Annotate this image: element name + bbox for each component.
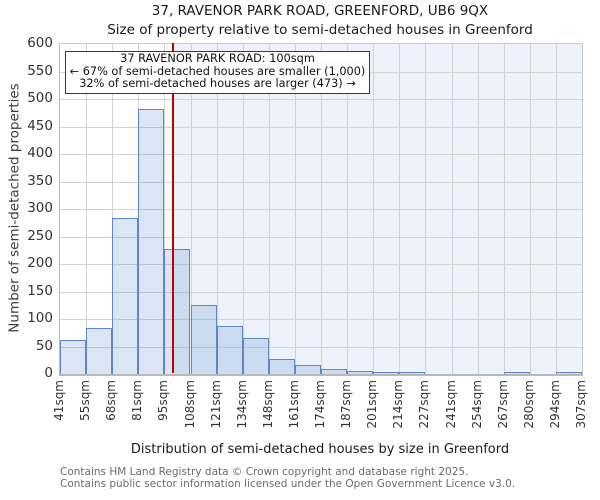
x-tick-label: 227sqm [417, 380, 432, 429]
v-gridline [503, 44, 505, 374]
y-tick-label: 300 [27, 200, 53, 216]
bar [86, 328, 113, 374]
x-tick-label: 187sqm [339, 380, 354, 429]
y-tick-label: 50 [35, 337, 53, 354]
bar [216, 325, 243, 374]
v-gridline [216, 44, 218, 374]
x-tick-label: 254sqm [469, 380, 484, 429]
x-tick-label: 201sqm [365, 380, 380, 429]
x-tick-label: 81sqm [130, 380, 145, 421]
y-tick-label: 150 [27, 282, 53, 299]
x-tick-label: 161sqm [286, 380, 301, 429]
y-tick-label: 350 [27, 172, 53, 189]
annotation-line-2: ← 67% of semi-detached houses are smalle… [69, 64, 366, 78]
v-gridline [294, 44, 296, 374]
bars-layer [60, 44, 582, 374]
v-gridline [425, 44, 427, 374]
y-tick-label: 400 [27, 145, 53, 161]
y-tick-label: 0 [44, 365, 53, 381]
v-gridline [477, 44, 479, 374]
bar [60, 340, 87, 374]
x-tick-label: 108sqm [182, 380, 197, 429]
v-gridline [268, 44, 270, 374]
bar [503, 372, 530, 374]
x-tick-label: 294sqm [547, 380, 562, 429]
y-tick-label: 600 [27, 35, 53, 51]
plot-area [59, 43, 583, 376]
x-tick-label: 41sqm [52, 380, 66, 421]
x-tick-label: 174sqm [313, 380, 327, 429]
x-tick-label: 267sqm [495, 380, 510, 429]
page-title: 37, RAVENOR PARK ROAD, GREENFORD, UB6 9Q… [151, 3, 489, 19]
v-gridline [529, 44, 531, 374]
page-subtitle: Size of property relative to semi-detach… [107, 22, 533, 38]
v-gridline [399, 44, 401, 374]
v-gridline [242, 44, 244, 374]
v-gridline [112, 44, 114, 374]
y-tick-label: 250 [27, 227, 53, 244]
v-gridline [86, 44, 88, 374]
bar [555, 372, 582, 374]
bar [347, 371, 374, 374]
x-tick-label: 121sqm [208, 380, 223, 429]
property-size-marker-line [172, 43, 175, 373]
bar [242, 338, 269, 374]
x-tick-label: 68sqm [104, 380, 119, 421]
y-tick-label: 500 [27, 90, 53, 106]
bar [399, 372, 426, 374]
footer-line-1: Contains HM Land Registry data © Crown c… [60, 466, 469, 478]
v-gridline [190, 44, 192, 374]
annotation-line-3: 32% of semi-detached houses are larger (… [79, 77, 356, 91]
x-tick-label: 214sqm [391, 380, 406, 429]
v-gridline [164, 44, 166, 374]
x-tick-label: 307sqm [574, 380, 588, 429]
x-tick-label: 134sqm [234, 380, 249, 429]
x-tick-label: 95sqm [156, 380, 171, 421]
footer-line-2: Contains public sector information licen… [60, 477, 516, 490]
annotation-box: 37 RAVENOR PARK ROAD: 100sqm ← 67% of se… [65, 51, 370, 94]
bar [321, 368, 348, 374]
bar [373, 372, 400, 374]
x-tick-label: 280sqm [521, 380, 536, 429]
v-gridline [373, 44, 375, 374]
grid-layer [60, 44, 582, 374]
v-gridline [555, 44, 557, 374]
x-tick-label: 55sqm [78, 380, 93, 421]
v-gridline [347, 44, 349, 374]
bar [294, 365, 321, 374]
y-tick-label: 550 [27, 62, 53, 79]
y-tick-label: 450 [27, 117, 53, 134]
v-gridline [321, 44, 322, 374]
annotation-line-1: 37 RAVENOR PARK ROAD: 100sqm [120, 52, 315, 65]
bar [112, 217, 139, 374]
v-gridline [451, 44, 453, 374]
y-tick-label: 200 [27, 255, 53, 271]
bar [164, 248, 191, 374]
bar [138, 108, 165, 374]
bar [268, 359, 295, 374]
x-tick-label: 148sqm [260, 380, 275, 429]
x-axis-title: Distribution of semi-detached houses by … [130, 442, 510, 457]
bar [190, 305, 217, 374]
y-tick-label: 100 [27, 310, 53, 326]
x-tick-label: 241sqm [443, 380, 458, 429]
